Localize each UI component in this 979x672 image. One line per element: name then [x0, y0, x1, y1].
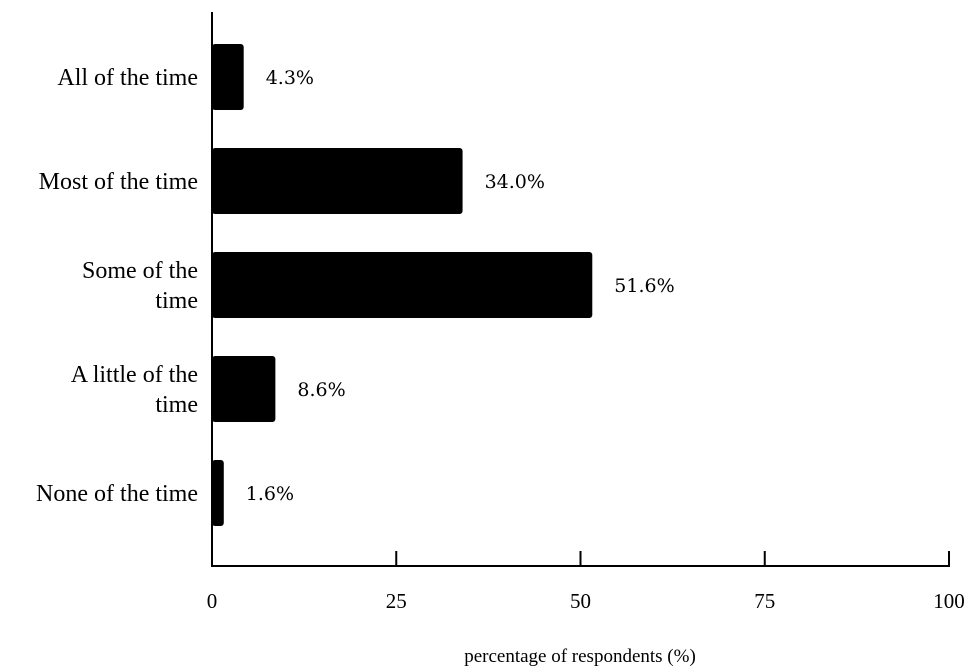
category-label: None of the time [36, 481, 198, 507]
x-tick-label: 0 [207, 589, 218, 613]
bar [212, 44, 244, 110]
category-label: Most of the time [39, 169, 198, 195]
x-tick-label: 75 [754, 589, 775, 613]
category-label-line: All of the time [57, 65, 198, 91]
x-tick-label: 100 [933, 589, 965, 613]
category-label-line: time [155, 392, 198, 418]
x-ticks: 0 25 50 75 100 [207, 551, 965, 613]
bar [212, 460, 224, 526]
data-label: 4.3% [266, 67, 314, 89]
category-label-line: Some of the [82, 258, 198, 284]
data-label: 34.0% [485, 171, 545, 193]
category-label: All of the time [57, 65, 198, 91]
category-label-line: time [155, 288, 198, 314]
category-label: A little of the time [71, 362, 198, 418]
data-label: 51.6% [614, 275, 674, 297]
x-tick-label: 50 [570, 589, 591, 613]
category-label: Some of the time [82, 258, 198, 314]
category-label-line: Most of the time [39, 169, 198, 195]
bar [212, 252, 593, 318]
data-label: 8.6% [297, 379, 345, 401]
bars: All of the time 4.3% Most of the time 34.0%… [36, 44, 675, 526]
x-axis-title: percentage of respondents (%) [464, 646, 696, 667]
bar [212, 148, 463, 214]
bar [212, 356, 276, 422]
data-label: 1.6% [246, 483, 294, 505]
x-tick-label: 25 [386, 589, 407, 613]
category-label-line: A little of the [71, 362, 198, 388]
category-label-line: None of the time [36, 481, 198, 507]
